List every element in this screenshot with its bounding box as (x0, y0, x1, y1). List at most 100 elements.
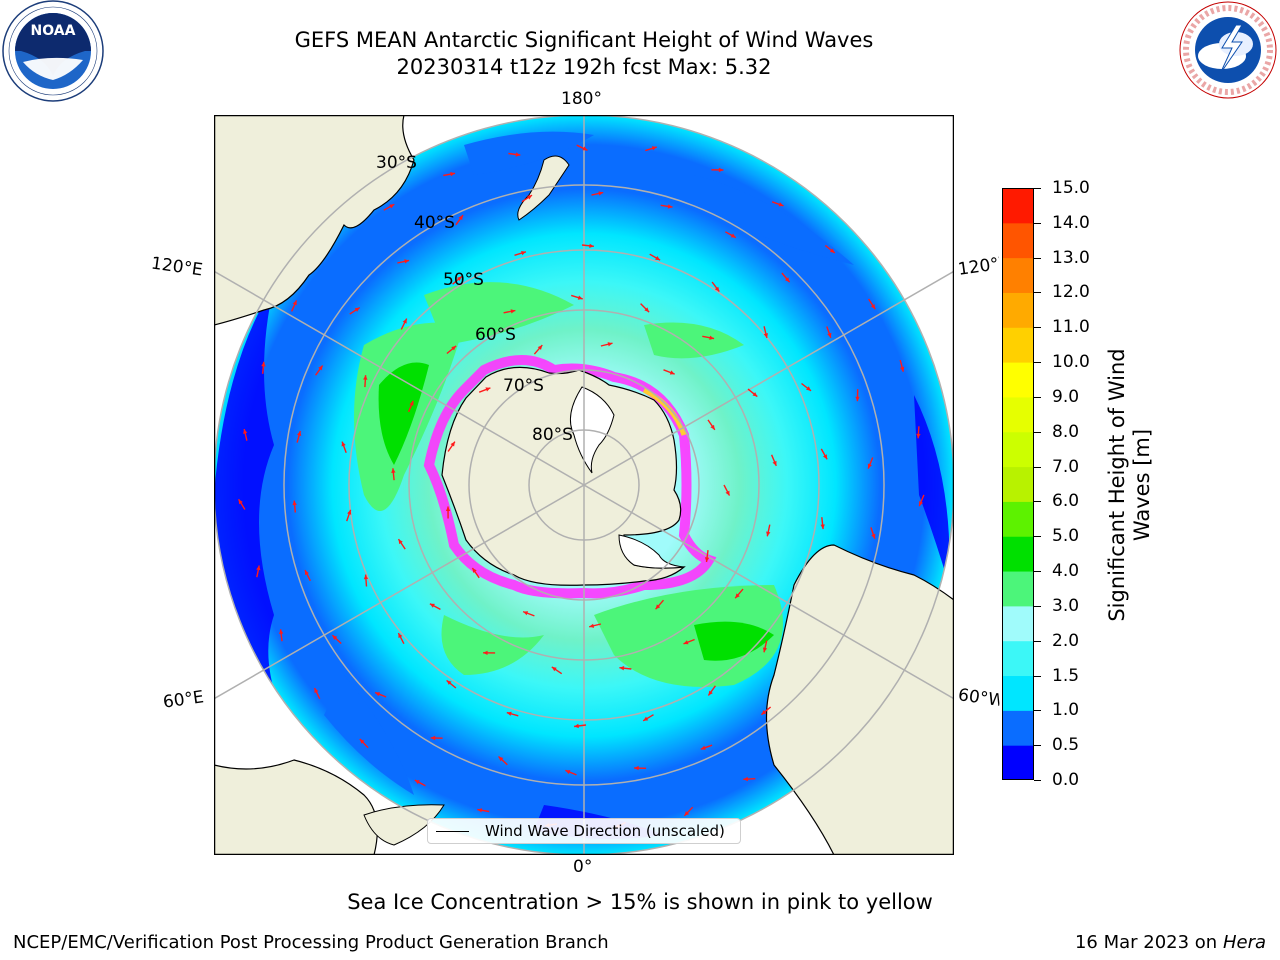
wave-direction-arrow-head (297, 431, 302, 436)
polar-map: 30°S 40°S 50°S 60°S 70°S 80°S (214, 115, 954, 855)
colorbar-label: Significant Height of Wind Waves [m] (1105, 325, 1155, 645)
colorbar-block (1002, 745, 1034, 780)
wave-direction-arrow-head (730, 233, 736, 238)
colorbar-block (1002, 605, 1034, 642)
wave-direction-arrow-head (589, 243, 594, 248)
colorbar-block (1002, 675, 1034, 711)
wave-direction-arrow-head (510, 309, 516, 314)
wave-direction-arrow-head (766, 531, 771, 537)
wave-direction-arrow-head (718, 167, 724, 173)
wave-direction-arrow-head (523, 611, 529, 616)
wave-direction-arrow-head (458, 215, 463, 221)
colorbar-tick-mark (1034, 571, 1041, 573)
wave-direction-arrow-head (684, 811, 690, 816)
colorbar-tick-mark (1034, 257, 1041, 259)
wave-direction-arrow-head (827, 332, 832, 338)
wave-direction-arrow-head (391, 468, 396, 473)
south-america-land (765, 544, 954, 855)
wave-direction-arrow-head (515, 152, 521, 157)
colorbar-tick-label: 3.0 (1052, 595, 1080, 616)
colorbar-tick-mark (1034, 362, 1041, 364)
wave-direction-arrow-head (402, 318, 407, 324)
map-legend: Wind Wave Direction (unscaled) (427, 818, 741, 844)
footer-host: Hera (1222, 932, 1266, 953)
australia-land (214, 115, 415, 326)
wave-direction-arrow-head (634, 765, 639, 771)
colorbar-block (1002, 536, 1034, 572)
wave-direction-arrow-head (398, 539, 403, 545)
footer-branch: NCEP/EMC/Verification Post Processing Pr… (13, 932, 609, 953)
wave-direction-arrow-head (551, 666, 557, 672)
colorbar-block (1002, 640, 1034, 677)
wave-direction-arrow-head (820, 524, 825, 530)
colorbar-tick-label: 11.0 (1052, 317, 1090, 338)
colorbar-tick-mark (1034, 222, 1041, 224)
wave-direction-arrow-head (450, 441, 455, 447)
wave-direction-arrow-head (589, 623, 595, 628)
colorbar-tick-label: 13.0 (1052, 247, 1090, 268)
colorbar-tick-mark (1034, 536, 1041, 538)
colorbar-tick-mark (1034, 605, 1041, 607)
colorbar-tick-mark (1034, 675, 1041, 677)
colorbar-block (1002, 222, 1034, 259)
colorbar-tick-label: 0.0 (1052, 770, 1080, 790)
wave-direction-arrow-head (429, 603, 435, 608)
wave-direction-arrow-head (450, 172, 456, 177)
wave-direction-arrow-head (243, 429, 248, 434)
colorbar-block (1002, 571, 1034, 607)
wave-direction-arrow-head (292, 500, 297, 506)
wave-direction-arrow-head (870, 304, 876, 310)
wave-direction-arrow-head (477, 808, 483, 813)
colorbar-tick-mark (1034, 292, 1041, 294)
wave-direction-arrow-head (855, 396, 860, 402)
wind-wave-direction-arrows (238, 144, 925, 829)
colorbar-label-line1: Significant Height of Wind (1105, 348, 1129, 622)
colorbar-tick-mark (1034, 431, 1041, 433)
wave-direction-arrow-head (472, 568, 477, 573)
wave-direction-arrow-head (919, 501, 923, 507)
colorbar-block (1002, 327, 1034, 363)
wave-direction-arrow-head (409, 400, 414, 406)
wave-direction-arrow-head (238, 499, 243, 505)
wave-direction-arrow-head (292, 300, 297, 306)
colorbar-tick-label: 10.0 (1052, 352, 1090, 373)
sea-ice-note: Sea Ice Concentration > 15% is shown in … (347, 890, 933, 914)
wave-direction-arrow-head (445, 506, 451, 511)
colorbar-tick-mark (1034, 710, 1041, 712)
wave-direction-arrow-head (363, 574, 369, 580)
wave-direction-arrow-head (456, 276, 462, 281)
colorbar-block (1002, 466, 1034, 502)
wave-direction-arrow-head (574, 723, 579, 729)
wave-direction-arrow-head (683, 640, 689, 645)
colorbar-tick-label: 2.0 (1052, 630, 1080, 651)
colorbar-block (1002, 292, 1034, 328)
wave-direction-arrow-head (708, 690, 713, 696)
wave-direction-arrow-head (506, 711, 512, 716)
legend-label: Wind Wave Direction (unscaled) (485, 822, 725, 840)
wave-direction-arrow-head (667, 204, 673, 209)
wave-direction-arrow-head (607, 342, 613, 347)
noaa-logo: NOAA (2, 0, 104, 102)
wave-direction-arrow-head (451, 345, 457, 351)
colorbar-tick-label: 4.0 (1052, 561, 1080, 582)
wave-direction-arrow-head (430, 735, 436, 741)
footer-date-text: 16 Mar 2023 on (1074, 932, 1218, 953)
wave-direction-arrow-head (704, 557, 710, 562)
colorbar-tick-mark (1034, 466, 1041, 468)
wave-direction-arrow-head (700, 745, 706, 750)
colorbar-block (1002, 257, 1034, 293)
wave-direction-arrow-head (829, 248, 835, 253)
wave-direction-arrow-head (483, 650, 488, 655)
lat-label-50s: 50°S (443, 270, 484, 290)
wave-direction-arrow-head (347, 509, 352, 515)
wave-direction-arrow-head (669, 370, 675, 375)
wave-direction-arrow-head (655, 256, 661, 261)
wave-direction-arrow-head (709, 335, 715, 340)
map-subtitle: 20230314 t12z 192h fcst Max: 5.32 (396, 55, 772, 79)
colorbar-tick-label: 0.5 (1052, 735, 1080, 756)
wave-direction-arrow-head (643, 716, 649, 721)
colorbar-tick-label: 1.5 (1052, 665, 1080, 686)
wave-direction-arrow-head (725, 490, 730, 496)
colorbar-block (1002, 501, 1034, 537)
noaa-logo-text: NOAA (31, 23, 76, 39)
